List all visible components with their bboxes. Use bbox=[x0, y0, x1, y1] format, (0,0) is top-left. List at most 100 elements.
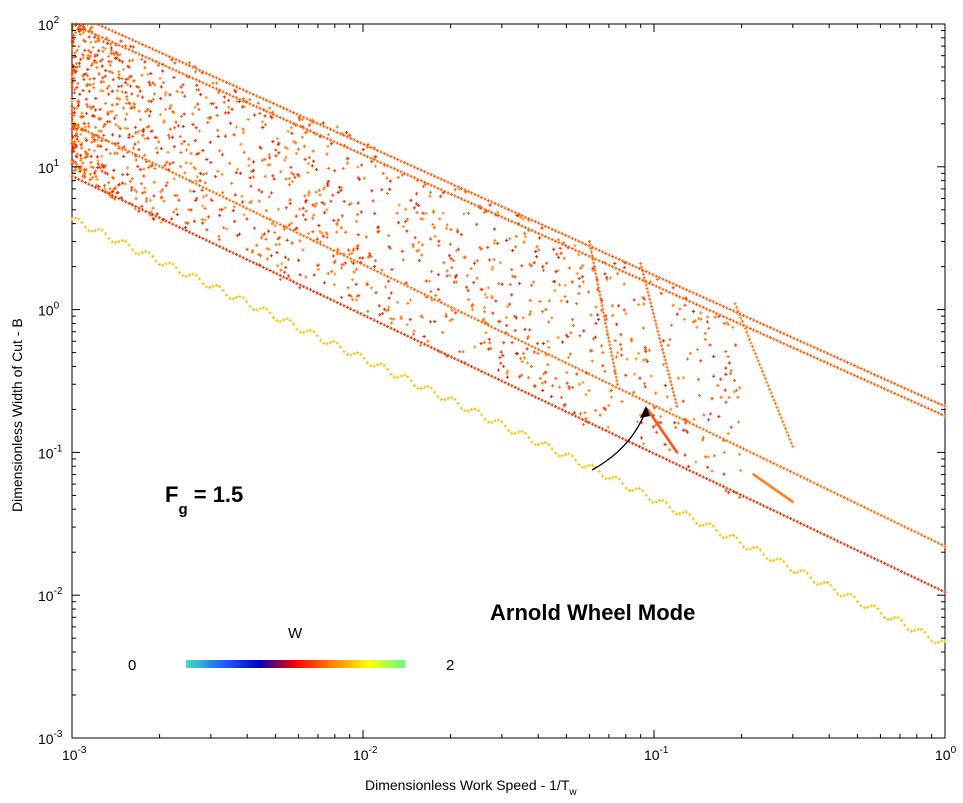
series-point bbox=[812, 528, 816, 532]
scatter-point bbox=[528, 310, 533, 314]
scatter-point bbox=[655, 277, 659, 281]
scatter-point bbox=[441, 211, 445, 215]
series-point bbox=[197, 79, 202, 83]
series-point bbox=[231, 94, 235, 98]
scatter-point bbox=[283, 255, 288, 259]
series-point bbox=[469, 201, 474, 205]
scatter-point bbox=[324, 231, 328, 235]
scatter-point bbox=[415, 210, 419, 215]
series-point bbox=[150, 58, 155, 62]
scatter-point bbox=[141, 129, 145, 133]
scatter-point bbox=[659, 415, 663, 419]
scatter-point bbox=[156, 63, 160, 67]
series-point bbox=[214, 192, 218, 196]
series-point bbox=[285, 276, 289, 281]
series-point bbox=[476, 194, 480, 198]
series-point bbox=[154, 60, 158, 64]
scatter-point bbox=[414, 192, 419, 196]
dip-point bbox=[591, 257, 595, 261]
series-point bbox=[446, 304, 450, 308]
series-point bbox=[161, 63, 165, 67]
series-point bbox=[600, 250, 605, 254]
series-point bbox=[923, 630, 927, 634]
scatter-point bbox=[518, 356, 523, 361]
series-point bbox=[191, 272, 195, 276]
y-tick-label: 100 bbox=[38, 301, 60, 319]
series-point bbox=[819, 582, 823, 586]
scatter-point bbox=[265, 246, 269, 250]
series-point bbox=[651, 273, 655, 277]
series-point bbox=[684, 510, 689, 514]
series-point bbox=[567, 411, 571, 415]
series-point bbox=[231, 251, 235, 255]
series-point bbox=[755, 500, 759, 505]
series-point bbox=[553, 404, 558, 409]
scatter-point bbox=[70, 39, 74, 43]
scatter-point bbox=[573, 244, 577, 248]
series-point bbox=[137, 206, 141, 210]
scatter-point bbox=[665, 395, 669, 399]
series-point bbox=[308, 129, 312, 133]
series-point bbox=[194, 273, 198, 277]
series-point bbox=[879, 513, 883, 518]
scatter-point bbox=[581, 280, 585, 284]
scatter-point bbox=[523, 231, 527, 235]
scatter-point bbox=[73, 51, 77, 55]
series-point bbox=[187, 230, 192, 234]
series-point bbox=[191, 232, 195, 236]
scatter-point bbox=[306, 162, 311, 166]
scatter-point bbox=[464, 285, 469, 289]
series-point bbox=[214, 243, 218, 247]
series-point bbox=[610, 475, 615, 479]
scatter-point bbox=[450, 317, 454, 321]
series-point bbox=[903, 386, 907, 390]
scatter-point bbox=[83, 175, 87, 179]
scatter-point bbox=[606, 425, 610, 429]
scatter-point bbox=[298, 273, 302, 277]
series-point bbox=[610, 265, 615, 269]
series-point bbox=[496, 377, 501, 381]
series-point bbox=[812, 355, 816, 359]
scatter-point bbox=[470, 307, 475, 312]
series-point bbox=[805, 571, 809, 575]
scatter-point bbox=[102, 125, 106, 129]
series-point bbox=[849, 499, 853, 503]
scatter-point bbox=[546, 363, 550, 367]
series-point bbox=[332, 339, 336, 344]
series-point bbox=[869, 508, 873, 513]
series-point bbox=[741, 545, 746, 549]
series-point bbox=[231, 297, 235, 301]
series-point bbox=[349, 353, 353, 357]
scatter-point bbox=[464, 190, 468, 194]
series-point bbox=[506, 429, 511, 433]
series-point bbox=[97, 135, 101, 139]
series-point bbox=[443, 398, 447, 402]
scatter-point bbox=[75, 106, 79, 110]
scatter-point bbox=[268, 156, 272, 160]
scatter-point bbox=[97, 72, 101, 76]
scatter-point bbox=[734, 388, 739, 392]
series-point bbox=[846, 370, 850, 374]
series-point bbox=[748, 547, 752, 551]
series-point bbox=[923, 395, 927, 399]
scatter-point bbox=[145, 125, 149, 129]
series-point bbox=[893, 391, 897, 395]
scatter-point bbox=[344, 230, 348, 234]
series-point bbox=[896, 616, 900, 620]
series-point bbox=[154, 214, 158, 218]
scatter-point bbox=[521, 217, 525, 221]
scatter-point bbox=[108, 151, 112, 156]
scatter-point bbox=[726, 322, 730, 327]
dip-point bbox=[745, 330, 749, 334]
series-point bbox=[174, 172, 178, 176]
series-point bbox=[637, 486, 642, 491]
scatter-point bbox=[136, 140, 140, 144]
series-point bbox=[315, 333, 319, 338]
series-point bbox=[117, 239, 121, 244]
series-point bbox=[678, 464, 682, 468]
series-point bbox=[775, 338, 779, 343]
series-point bbox=[856, 375, 860, 379]
scatter-point bbox=[396, 221, 401, 225]
scatter-point bbox=[639, 436, 644, 440]
series-point bbox=[345, 255, 349, 259]
